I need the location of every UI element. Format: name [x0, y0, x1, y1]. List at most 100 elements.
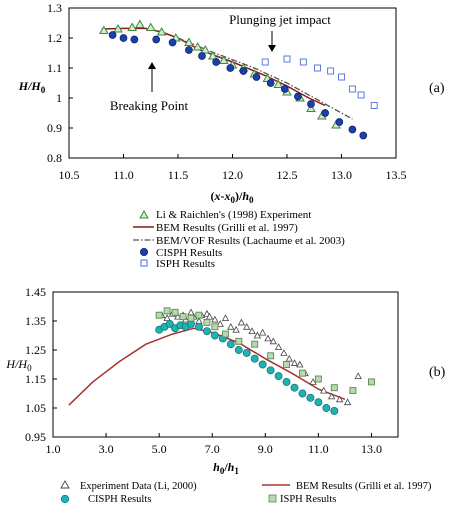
x-tick-label-a-6: 13.5: [386, 168, 407, 182]
x-tick-label-a-3: 12.0: [222, 168, 243, 182]
data-point-b-3-0: [155, 311, 163, 319]
data-point-a-3-18: [359, 131, 368, 140]
data-point-b-0-26: [285, 354, 293, 362]
data-point-b-0-21: [258, 328, 267, 336]
data-point-b-3-9: [235, 337, 243, 345]
data-point-a-3-16: [335, 118, 344, 126]
legend-item-a-3: CISPH Results: [139, 247, 222, 259]
x-tick-label-b-1: 3.0: [99, 442, 114, 456]
data-point-b-2-11: [226, 340, 235, 349]
arrowhead-breaking: [148, 62, 156, 69]
series-points-a: [99, 19, 378, 140]
data-point-b-2-12: [234, 346, 243, 354]
x-tick-label-a-0: 10.5: [59, 168, 80, 182]
data-point-b-0-20: [253, 331, 262, 339]
x-tick-label-a-1: 11.0: [113, 168, 134, 182]
y-axis-label-b: H/H0: [5, 357, 32, 373]
data-point-a-0-16: [273, 79, 284, 88]
data-point-a-4-5: [338, 73, 345, 81]
data-point-b-2-17: [274, 372, 283, 381]
data-point-b-3-4: [187, 314, 195, 322]
data-point-b-0-27: [290, 359, 299, 366]
data-point-a-3-4: [168, 38, 177, 47]
data-point-b-3-7: [211, 323, 219, 331]
x-tick-label-b-2: 5.0: [152, 442, 167, 456]
legend-label-a-0: Li & Raichlen's (1998) Experiment: [156, 209, 311, 221]
data-point-a-0-5: [156, 26, 167, 36]
legend-marker-b-3: [268, 494, 277, 503]
x-tick-label-a-5: 13.0: [331, 168, 352, 182]
legend-item-a-0: Li & Raichlen's (1998) Experiment: [139, 209, 311, 221]
series-line-b-1: [68, 327, 346, 406]
y-tick-label-b-4: 1.35: [25, 314, 46, 328]
data-point-a-0-9: [200, 44, 211, 54]
panel-label-a: (a): [429, 81, 445, 96]
data-point-a-3-0: [108, 31, 117, 39]
data-point-b-2-22: [314, 398, 323, 407]
data-point-b-0-12: [211, 315, 219, 323]
y-tick-label-a-5: 1.3: [47, 1, 62, 15]
data-point-a-4-4: [327, 67, 335, 75]
legend-item-b-0: Experiment Data (Li, 2000): [60, 480, 197, 492]
y-axis-a: 0.8 0.9 1 1.1 1.2 1.3: [47, 1, 73, 165]
panel-label-b: (b): [429, 365, 446, 380]
legend-marker-b-0: [60, 480, 70, 489]
data-point-a-4-2: [299, 58, 307, 66]
data-point-a-3-5: [185, 46, 193, 54]
y-axis-label-a: H/H0: [18, 79, 46, 95]
x-axis-label-b: h0/h1: [213, 460, 239, 476]
data-point-a-3-2: [130, 35, 139, 44]
legend-marker-a-4: [140, 259, 148, 267]
data-point-a-0-1: [113, 23, 123, 33]
y-tick-label-b-3: 1.25: [25, 343, 46, 357]
data-point-b-2-15: [258, 360, 267, 369]
data-point-b-3-8: [222, 330, 229, 338]
data-point-b-0-1: [163, 314, 171, 322]
data-point-b-0-31: [320, 386, 328, 394]
data-point-a-3-7: [212, 58, 220, 66]
legend-label-b-2: CISPH Results: [88, 494, 151, 505]
data-point-a-4-6: [348, 85, 356, 93]
data-point-b-0-25: [280, 349, 288, 356]
data-point-b-0-22: [264, 334, 272, 342]
y-tick-label-a-2: 1: [56, 91, 62, 105]
annotations-a: Plunging jet impact Breaking Point: [110, 12, 331, 113]
arrowhead-plunging: [268, 45, 276, 52]
y-axis-b: 0.95 1.05 1.15 1.25 1.35 1.45: [25, 285, 57, 444]
data-point-a-0-2: [127, 22, 138, 31]
annotation-plunging-jet: Plunging jet impact: [229, 12, 331, 27]
series-points-b: [155, 307, 375, 415]
data-point-b-2-2: [165, 319, 174, 328]
legend-item-b-1: BEM Results (Grilli et al. 1997): [262, 481, 432, 492]
legend-marker-b-2: [60, 494, 70, 504]
data-point-b-3-12: [283, 361, 290, 368]
legend-label-b-1: BEM Results (Grilli et al. 1997): [296, 481, 432, 492]
y-tick-label-b-0: 0.95: [25, 430, 46, 444]
data-point-b-2-24: [330, 406, 339, 415]
data-point-b-2-9: [210, 331, 219, 340]
data-point-a-0-4: [145, 22, 156, 31]
legend-item-a-2: BEM/VOF Results (Lachaume et al. 2003): [133, 235, 345, 247]
data-point-b-3-2: [171, 308, 179, 316]
data-point-b-3-3: [179, 313, 187, 321]
data-point-a-4-3: [314, 64, 321, 72]
x-tick-label-b-5: 11.0: [308, 442, 329, 456]
data-point-b-0-3: [174, 312, 182, 320]
data-point-b-2-7: [195, 322, 203, 331]
data-point-b-2-20: [298, 389, 307, 398]
data-point-b-2-23: [322, 404, 331, 412]
data-point-b-0-14: [221, 314, 230, 322]
data-point-b-3-5: [195, 311, 203, 319]
data-point-b-3-15: [330, 384, 338, 392]
data-point-b-0-35: [354, 372, 362, 380]
data-point-b-3-14: [314, 375, 322, 383]
y-tick-label-b-1: 1.05: [25, 401, 46, 415]
legend-label-b-3: ISPH Results: [280, 494, 336, 505]
data-point-b-0-28: [296, 360, 304, 368]
data-point-b-2-8: [202, 327, 211, 336]
data-point-a-3-17: [348, 125, 357, 134]
x-tick-label-a-4: 12.5: [277, 168, 298, 182]
series-lines-b: [68, 327, 346, 406]
data-point-b-0-33: [335, 395, 344, 403]
